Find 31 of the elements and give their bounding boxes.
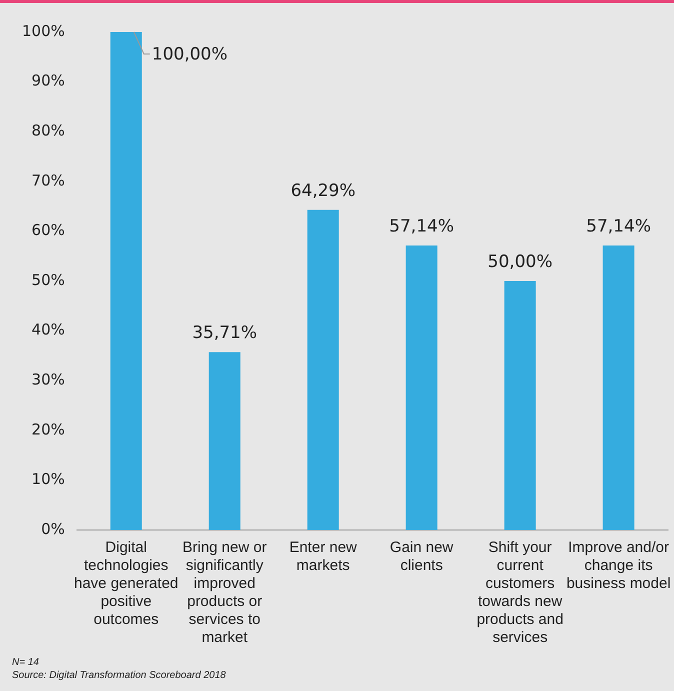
y-tick-label: 60% (32, 221, 65, 240)
data-label: 35,71% (192, 323, 258, 344)
y-tick-label: 100% (22, 22, 65, 40)
y-tick-label: 10% (32, 470, 65, 488)
y-tick-label: 80% (32, 121, 65, 140)
y-tick-label: 30% (32, 370, 65, 388)
data-label: 57,14% (586, 216, 651, 236)
data-label: 100,00% (152, 44, 228, 64)
y-tick-label: 90% (32, 72, 65, 90)
data-label: 50,00% (488, 252, 552, 272)
bar (208, 352, 240, 530)
source-note: Source: Digital Transformation Scoreboard 2018 (12, 669, 226, 682)
data-label: 57,14% (389, 216, 454, 236)
bar (110, 32, 142, 530)
x-tick-label: Shift your current customers towards new products and services (476, 539, 564, 646)
x-tick-label: Gain new clients (390, 539, 454, 574)
y-tick-label: 70% (32, 171, 65, 190)
y-tick-label: 20% (32, 420, 65, 438)
bar (307, 210, 339, 530)
x-tick-label: Bring new or significantly improved products or services to market (182, 539, 267, 646)
x-tick-label: Enter new markets (289, 539, 358, 574)
y-tick-label: 50% (32, 270, 65, 289)
data-label: 64,29% (290, 180, 356, 201)
bar (602, 245, 634, 530)
x-tick-label: Digital technologies have generated positive outcomes (74, 539, 178, 628)
y-tick-label: 40% (32, 320, 65, 339)
x-tick-label: Improve and/or change its business model (566, 539, 671, 592)
bar (504, 281, 536, 530)
text: N= 14 (12, 656, 40, 669)
y-tick-label: 0% (41, 520, 65, 538)
bar (406, 245, 438, 530)
